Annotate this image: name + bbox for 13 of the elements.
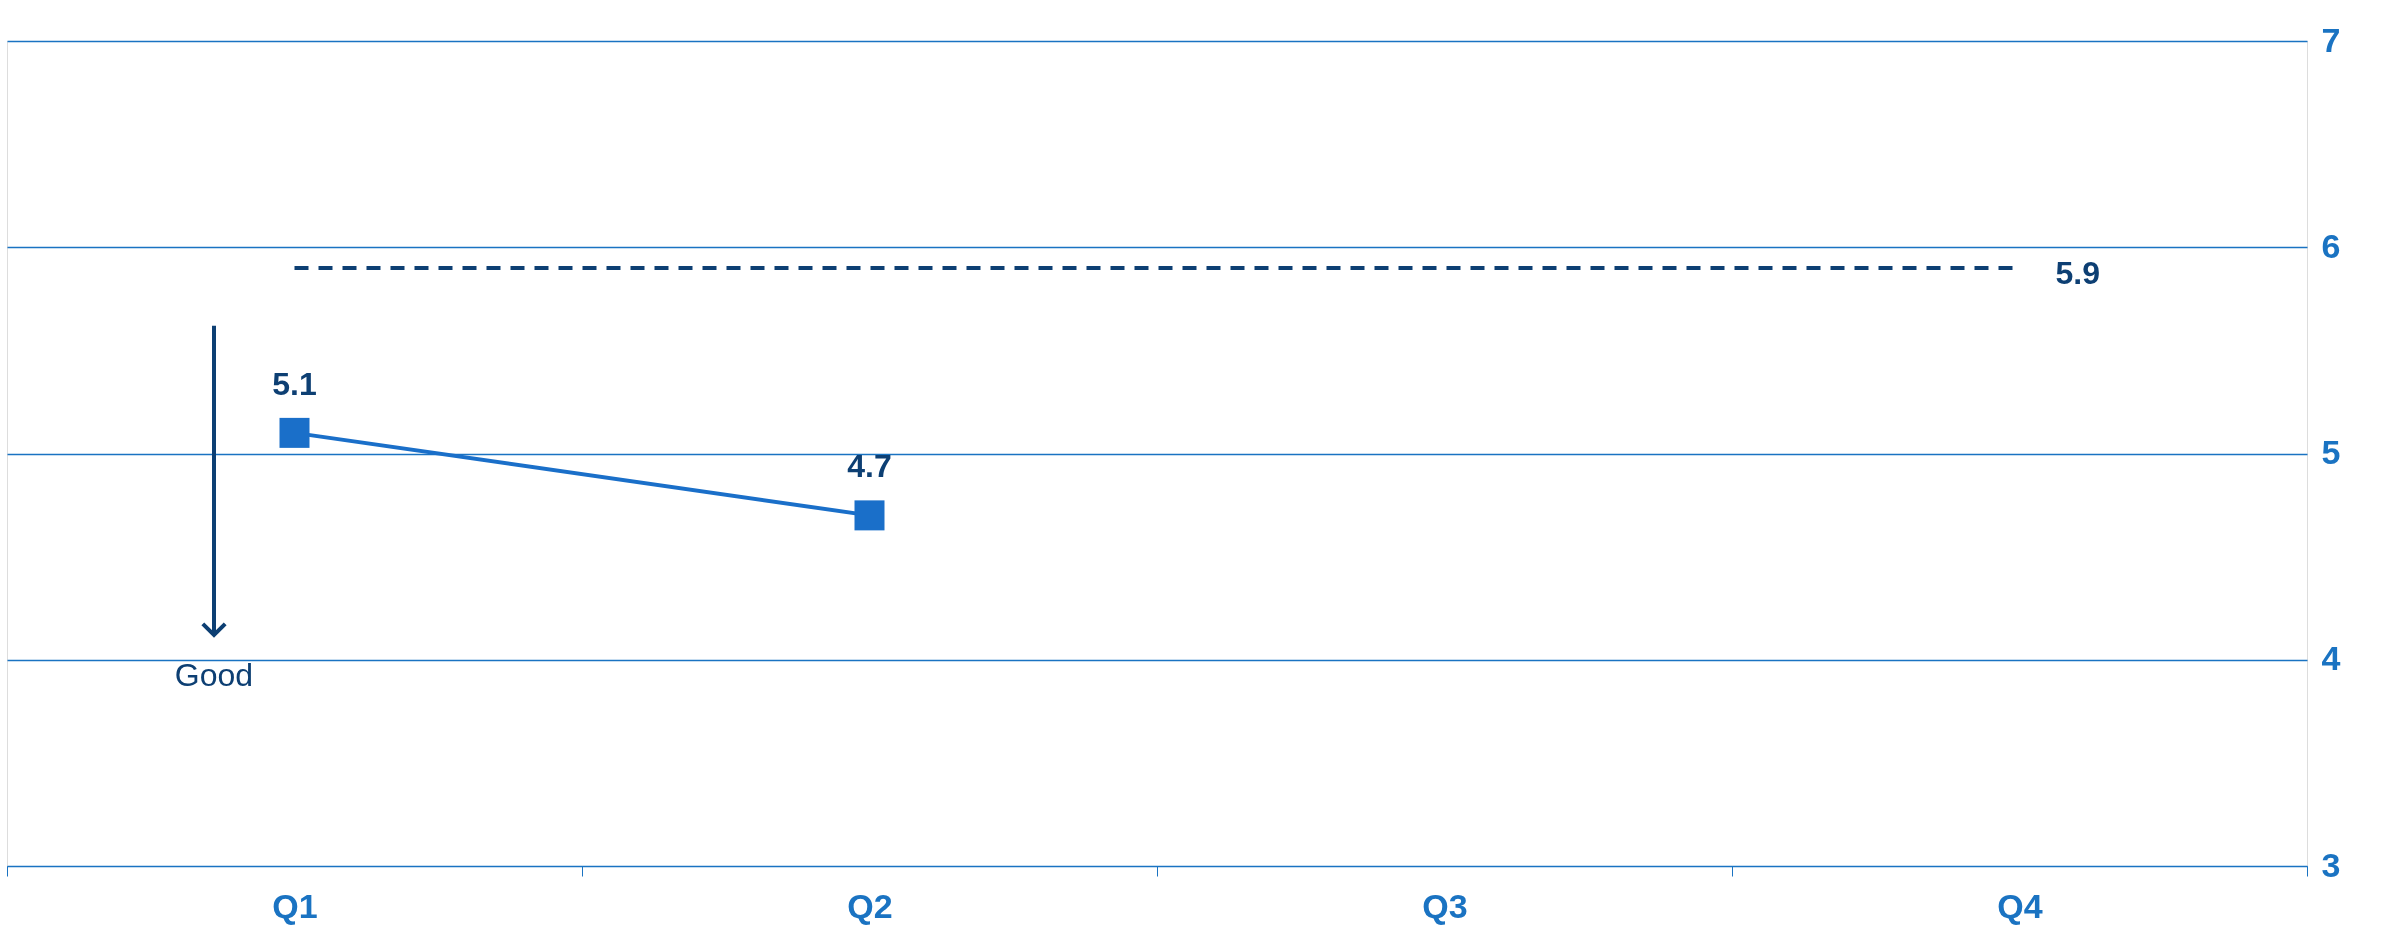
data-label: 4.7 — [847, 448, 892, 485]
y-tick-label: 5 — [2321, 433, 2341, 471]
y-tick-label: 7 — [2321, 20, 2341, 59]
x-tick-label: Q3 — [1422, 886, 1468, 925]
y-tick-label: 3 — [2321, 845, 2341, 884]
data-label: 5.1 — [272, 365, 317, 402]
x-tick-label: Q4 — [1997, 886, 2043, 925]
y-tick-label: 4 — [2321, 639, 2341, 678]
x-tick-label: Q2 — [847, 886, 893, 925]
y-tick-label: 6 — [2321, 226, 2341, 265]
ref-line-label: 5.9 — [2055, 254, 2100, 291]
x-tick-label: Q1 — [272, 886, 318, 925]
annotation: Good — [174, 657, 254, 694]
